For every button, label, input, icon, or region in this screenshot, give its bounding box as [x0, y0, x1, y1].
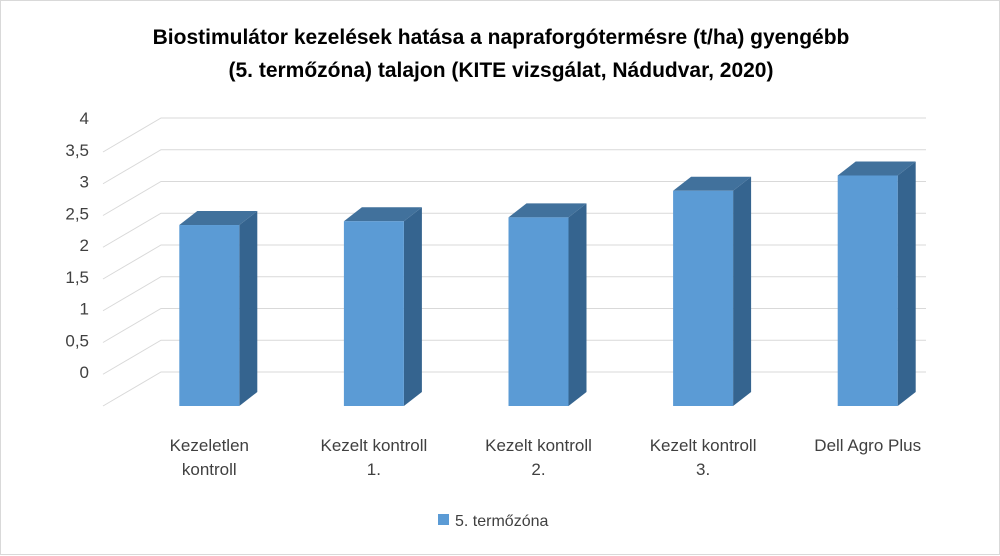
- x-tick-label: 3.: [696, 460, 710, 479]
- y-tick-label: 1,5: [65, 268, 89, 287]
- y-tick-label: 0,5: [65, 331, 89, 350]
- legend-swatch: [438, 514, 449, 525]
- gridline: [102, 276, 926, 312]
- x-tick-label: Kezelt kontroll: [650, 436, 757, 455]
- bar-top: [837, 161, 916, 176]
- x-tick-label: Dell Agro Plus: [814, 436, 921, 455]
- bar-side: [568, 203, 587, 406]
- y-tick-label: 3,5: [65, 141, 89, 160]
- y-tick-label: 3: [80, 173, 89, 192]
- bar-side: [897, 161, 916, 406]
- x-tick-label: Kezeletlen: [170, 436, 249, 455]
- y-tick-label: 1: [80, 300, 89, 319]
- bar-side: [403, 207, 422, 406]
- x-tick-label: 1.: [367, 460, 381, 479]
- gridline: [102, 339, 926, 375]
- gridline: [102, 181, 926, 216]
- gridline: [102, 308, 926, 343]
- bar-top: [673, 176, 752, 191]
- bar-top: [179, 211, 258, 226]
- x-tick-label: Kezelt kontroll: [321, 436, 428, 455]
- gridline: [102, 212, 926, 248]
- bar: [837, 175, 898, 406]
- chart-title: Biostimulátor kezelések hatása a naprafo…: [1, 21, 1000, 87]
- chart-title-line-1: Biostimulátor kezelések hatása a naprafo…: [152, 26, 850, 49]
- gridline: [102, 244, 926, 280]
- gridline: [102, 149, 926, 185]
- y-tick-label: 4: [80, 109, 89, 128]
- x-tick-label: kontroll: [182, 460, 237, 479]
- bar: [343, 221, 404, 406]
- bar-top: [508, 203, 587, 218]
- legend-label: 5. termőzóna: [455, 513, 548, 530]
- bar-side: [239, 211, 258, 406]
- bar-top: [343, 207, 422, 222]
- x-tick-label: Kezelt kontroll: [485, 436, 592, 455]
- y-tick-label: 2,5: [65, 204, 89, 223]
- y-tick-label: 0: [80, 363, 89, 382]
- gridline: [102, 117, 926, 153]
- x-tick-label: 2.: [531, 460, 545, 479]
- bar-side: [733, 176, 752, 406]
- gridline: [102, 371, 926, 407]
- y-tick-label: 2: [80, 236, 89, 255]
- chart-title-line-2: (5. termőzóna) talajon (KITE vizsgálat, …: [228, 59, 774, 82]
- bar: [508, 217, 569, 406]
- bar: [179, 225, 240, 406]
- bar: [673, 190, 734, 406]
